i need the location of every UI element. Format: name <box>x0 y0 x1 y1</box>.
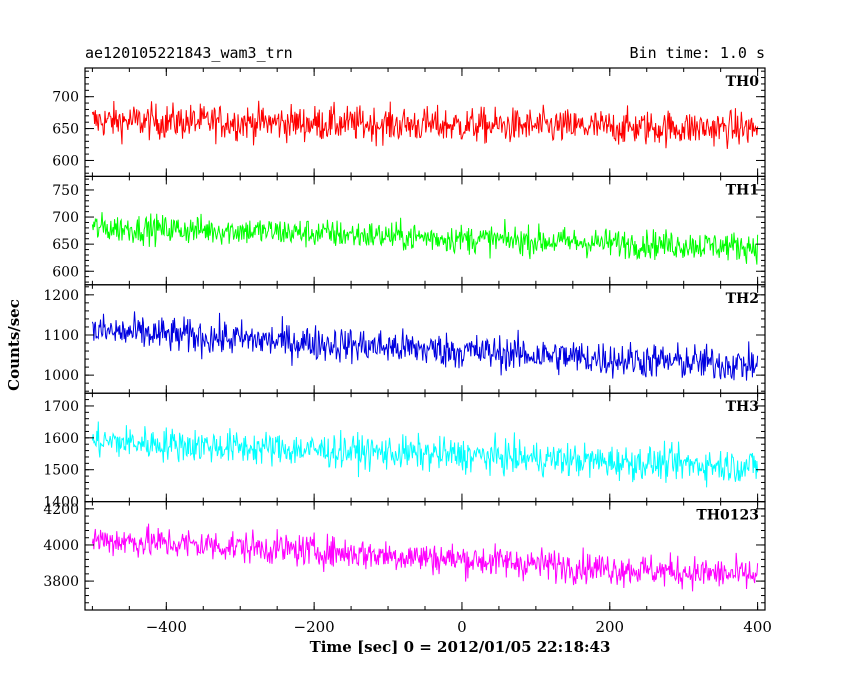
y-tick-label: 750 <box>52 183 79 199</box>
panel-label-th1: TH1 <box>726 182 759 198</box>
series-line-th3 <box>91 421 759 488</box>
panel-label-th3: TH3 <box>726 399 759 415</box>
y-tick-label: 1600 <box>43 431 79 447</box>
y-tick-label: 600 <box>52 153 79 169</box>
x-tick-label: 200 <box>595 618 624 636</box>
y-tick-label: 600 <box>52 264 79 280</box>
bin-time-label: Bin time: 1.0 s <box>629 44 765 62</box>
y-tick-label: 1700 <box>43 399 79 415</box>
y-tick-label: 4000 <box>43 538 79 554</box>
y-tick-label: 3800 <box>43 574 79 590</box>
panel-label-th0: TH0 <box>726 74 760 90</box>
y-tick-label: 650 <box>52 237 79 253</box>
y-tick-label: 1500 <box>43 463 79 479</box>
series-line-th1 <box>91 212 759 265</box>
y-axis-label: Counts/sec <box>5 299 23 391</box>
series-line-th0 <box>91 100 759 149</box>
y-tick-label: 700 <box>52 210 79 226</box>
series-line-th2 <box>91 311 759 381</box>
y-tick-label: 700 <box>52 90 79 106</box>
y-tick-label: 4200 <box>43 502 79 518</box>
x-tick-label: −200 <box>294 618 335 636</box>
y-tick-label: 1000 <box>43 368 79 384</box>
x-tick-label: −400 <box>146 618 187 636</box>
x-axis-label: Time [sec] 0 = 2012/01/05 22:18:43 <box>309 638 611 656</box>
y-tick-label: 1100 <box>43 328 79 344</box>
y-tick-label: 650 <box>52 122 79 138</box>
panel-label-th2: TH2 <box>726 291 759 307</box>
x-tick-label: 0 <box>457 618 467 636</box>
y-tick-label: 1400 <box>43 495 79 511</box>
x-tick-label: 400 <box>743 618 772 636</box>
panel-frame-th2 <box>84 284 766 394</box>
series-line-th0123 <box>91 523 759 592</box>
plot-title: ae120105221843_wam3_trn <box>85 44 293 62</box>
y-tick-label: 1200 <box>43 288 79 304</box>
panel-label-th0123: TH0123 <box>696 508 759 524</box>
